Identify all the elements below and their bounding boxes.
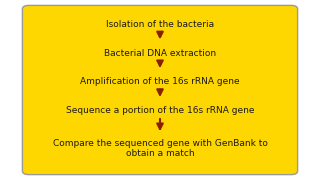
FancyBboxPatch shape bbox=[22, 5, 298, 175]
Text: Isolation of the bacteria: Isolation of the bacteria bbox=[106, 20, 214, 29]
Text: Compare the sequenced gene with GenBank to
obtain a match: Compare the sequenced gene with GenBank … bbox=[52, 139, 268, 158]
Text: Bacterial DNA extraction: Bacterial DNA extraction bbox=[104, 49, 216, 58]
Text: Sequence a portion of the 16s rRNA gene: Sequence a portion of the 16s rRNA gene bbox=[66, 106, 254, 115]
Text: Amplification of the 16s rRNA gene: Amplification of the 16s rRNA gene bbox=[80, 77, 240, 86]
